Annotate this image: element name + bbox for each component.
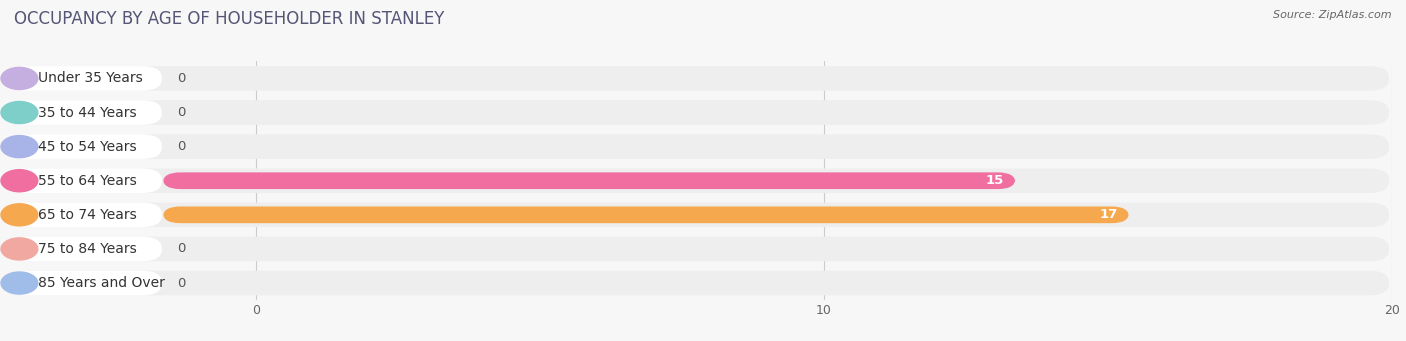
FancyBboxPatch shape	[3, 271, 1389, 295]
FancyBboxPatch shape	[3, 66, 162, 91]
Text: 0: 0	[177, 72, 186, 85]
Circle shape	[1, 238, 38, 260]
FancyBboxPatch shape	[3, 203, 1389, 227]
FancyBboxPatch shape	[3, 66, 1389, 91]
Text: 65 to 74 Years: 65 to 74 Years	[38, 208, 136, 222]
Circle shape	[1, 170, 38, 192]
FancyBboxPatch shape	[163, 207, 1129, 223]
Circle shape	[1, 272, 38, 294]
Circle shape	[1, 68, 38, 89]
FancyBboxPatch shape	[3, 168, 1389, 193]
Text: 45 to 54 Years: 45 to 54 Years	[38, 139, 136, 154]
FancyBboxPatch shape	[163, 173, 1015, 189]
FancyBboxPatch shape	[3, 134, 1389, 159]
Text: Under 35 Years: Under 35 Years	[38, 71, 142, 86]
Text: 17: 17	[1099, 208, 1118, 221]
Text: 0: 0	[177, 277, 186, 290]
Circle shape	[1, 136, 38, 158]
Text: 15: 15	[986, 174, 1004, 187]
FancyBboxPatch shape	[3, 271, 162, 295]
FancyBboxPatch shape	[3, 168, 162, 193]
FancyBboxPatch shape	[3, 237, 162, 261]
Text: 85 Years and Over: 85 Years and Over	[38, 276, 165, 290]
Text: 75 to 84 Years: 75 to 84 Years	[38, 242, 136, 256]
Circle shape	[1, 204, 38, 226]
Circle shape	[1, 102, 38, 123]
Text: 35 to 44 Years: 35 to 44 Years	[38, 105, 136, 120]
FancyBboxPatch shape	[3, 100, 1389, 125]
Text: Source: ZipAtlas.com: Source: ZipAtlas.com	[1274, 10, 1392, 20]
FancyBboxPatch shape	[3, 237, 1389, 261]
FancyBboxPatch shape	[3, 134, 162, 159]
FancyBboxPatch shape	[3, 100, 162, 125]
FancyBboxPatch shape	[3, 203, 162, 227]
Text: OCCUPANCY BY AGE OF HOUSEHOLDER IN STANLEY: OCCUPANCY BY AGE OF HOUSEHOLDER IN STANL…	[14, 10, 444, 28]
Text: 0: 0	[177, 140, 186, 153]
Text: 0: 0	[177, 242, 186, 255]
Text: 55 to 64 Years: 55 to 64 Years	[38, 174, 136, 188]
Text: 0: 0	[177, 106, 186, 119]
